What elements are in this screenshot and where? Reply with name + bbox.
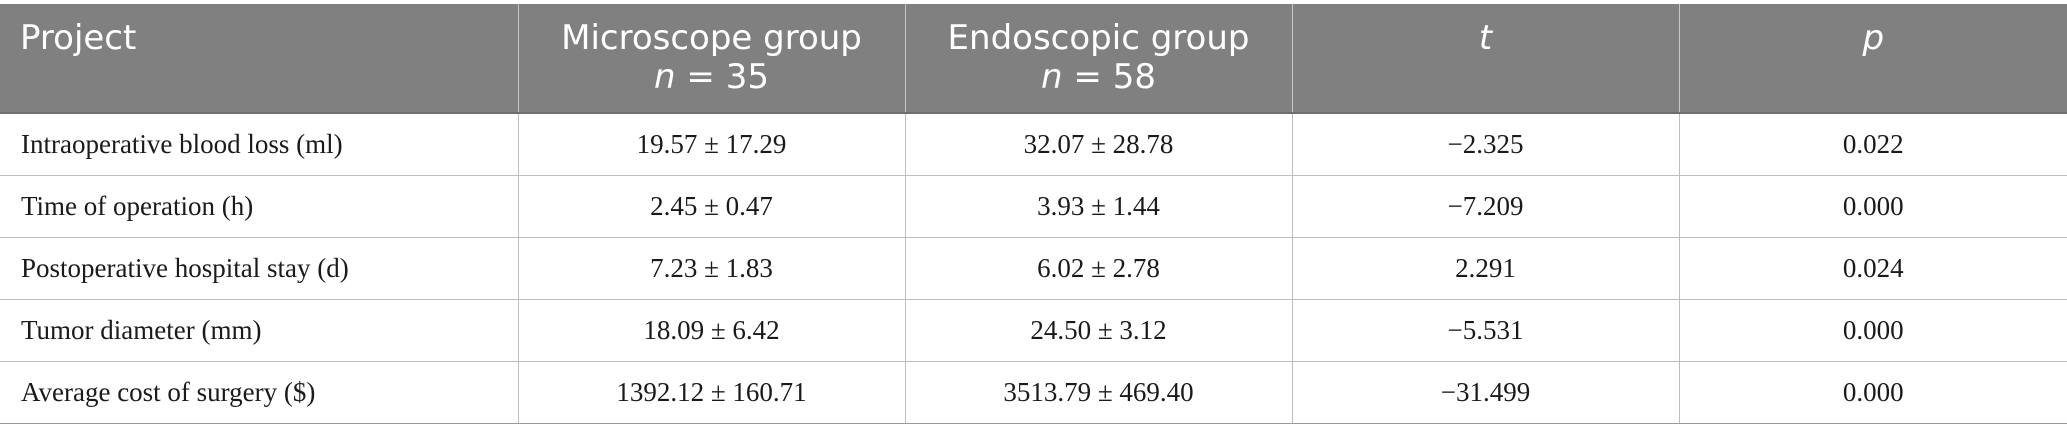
- cell-endoscopic: 3513.79 ± 469.40: [905, 361, 1293, 424]
- header-project-label: Project: [20, 18, 137, 58]
- header-project: Project: [0, 4, 519, 114]
- header-endoscopic-n-var: n: [1041, 57, 1063, 97]
- table-row: Average cost of surgery ($) 1392.12 ± 16…: [0, 361, 2067, 424]
- cell-t: −31.499: [1292, 361, 1680, 424]
- comparison-table: Project Microscope group n = 35 Endoscop…: [0, 4, 2067, 424]
- header-microscope-label: Microscope group: [561, 18, 862, 58]
- header-endoscopic-n: n = 58: [906, 58, 1292, 97]
- cell-t: −5.531: [1292, 299, 1680, 362]
- cell-project: Tumor diameter (mm): [0, 299, 519, 362]
- header-microscope-n: n = 35: [519, 58, 905, 97]
- cell-endoscopic: 6.02 ± 2.78: [905, 237, 1293, 300]
- cell-microscope: 19.57 ± 17.29: [518, 113, 906, 176]
- cell-microscope: 1392.12 ± 160.71: [518, 361, 906, 424]
- cell-t: −7.209: [1292, 175, 1680, 238]
- cell-t: −2.325: [1292, 113, 1680, 176]
- cell-p: 0.022: [1679, 113, 2067, 176]
- cell-microscope: 2.45 ± 0.47: [518, 175, 906, 238]
- cell-microscope: 18.09 ± 6.42: [518, 299, 906, 362]
- header-t-label: t: [1478, 18, 1493, 58]
- header-endoscopic-label: Endoscopic group: [947, 18, 1250, 58]
- cell-project: Average cost of surgery ($): [0, 361, 519, 424]
- cell-p: 0.024: [1679, 237, 2067, 300]
- cell-p: 0.000: [1679, 299, 2067, 362]
- cell-endoscopic: 24.50 ± 3.12: [905, 299, 1293, 362]
- header-row: Project Microscope group n = 35 Endoscop…: [0, 4, 2067, 114]
- header-endoscopic-n-value: = 58: [1062, 57, 1156, 97]
- table-row: Intraoperative blood loss (ml) 19.57 ± 1…: [0, 113, 2067, 176]
- table-row: Tumor diameter (mm) 18.09 ± 6.42 24.50 ±…: [0, 299, 2067, 362]
- header-p: p: [1679, 4, 2067, 114]
- table-row: Time of operation (h) 2.45 ± 0.47 3.93 ±…: [0, 175, 2067, 238]
- comparison-table-container: Project Microscope group n = 35 Endoscop…: [0, 4, 2067, 424]
- cell-project: Postoperative hospital stay (d): [0, 237, 519, 300]
- cell-p: 0.000: [1679, 361, 2067, 424]
- cell-microscope: 7.23 ± 1.83: [518, 237, 906, 300]
- cell-endoscopic: 32.07 ± 28.78: [905, 113, 1293, 176]
- header-microscope-n-var: n: [654, 57, 676, 97]
- table-header: Project Microscope group n = 35 Endoscop…: [0, 4, 2067, 114]
- header-microscope-n-value: = 35: [675, 57, 769, 97]
- table-row: Postoperative hospital stay (d) 7.23 ± 1…: [0, 237, 2067, 300]
- table-body: Intraoperative blood loss (ml) 19.57 ± 1…: [0, 113, 2067, 424]
- cell-endoscopic: 3.93 ± 1.44: [905, 175, 1293, 238]
- cell-t: 2.291: [1292, 237, 1680, 300]
- cell-p: 0.000: [1679, 175, 2067, 238]
- header-p-label: p: [1862, 18, 1885, 58]
- header-microscope-group: Microscope group n = 35: [518, 4, 906, 114]
- header-t: t: [1292, 4, 1680, 114]
- cell-project: Intraoperative blood loss (ml): [0, 113, 519, 176]
- header-endoscopic-group: Endoscopic group n = 58: [905, 4, 1293, 114]
- cell-project: Time of operation (h): [0, 175, 519, 238]
